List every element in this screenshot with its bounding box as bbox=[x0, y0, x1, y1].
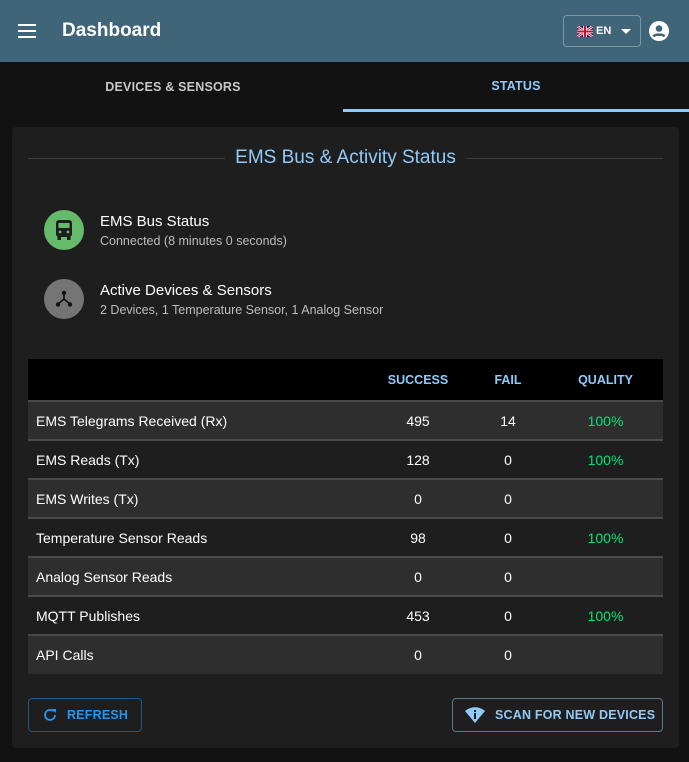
bus-icon bbox=[44, 210, 84, 250]
table-row: EMS Writes (Tx) 0 0 bbox=[28, 478, 663, 518]
row-fail: 0 bbox=[468, 439, 548, 479]
row-quality: 100% bbox=[548, 400, 663, 440]
row-fail: 0 bbox=[468, 478, 548, 518]
card-title: EMS Bus & Activity Status bbox=[28, 147, 664, 169]
refresh-button[interactable]: REFRESH bbox=[28, 698, 142, 732]
active-devices-item: Active Devices & Sensors 2 Devices, 1 Te… bbox=[44, 279, 383, 319]
menu-icon[interactable] bbox=[18, 24, 36, 38]
row-quality: 100% bbox=[548, 517, 663, 557]
col-fail: FAIL bbox=[494, 372, 522, 387]
row-success: 0 bbox=[368, 478, 468, 518]
table-row: EMS Reads (Tx) 128 0 100% bbox=[28, 439, 663, 479]
row-quality: 100% bbox=[548, 439, 663, 479]
bus-status-title: EMS Bus Status bbox=[100, 212, 210, 230]
bus-status-value: Connected (8 minutes 0 seconds) bbox=[100, 233, 287, 248]
scan-devices-button[interactable]: SCAN FOR NEW DEVICES bbox=[452, 698, 663, 732]
row-quality: 100% bbox=[548, 595, 663, 635]
scan-label: SCAN FOR NEW DEVICES bbox=[495, 708, 656, 722]
row-quality bbox=[548, 478, 663, 518]
row-fail: 14 bbox=[468, 400, 548, 440]
divider bbox=[28, 157, 226, 159]
row-name: API Calls bbox=[28, 634, 368, 674]
row-success: 495 bbox=[368, 400, 468, 440]
row-success: 98 bbox=[368, 517, 468, 557]
scan-wifi-info-icon bbox=[465, 707, 485, 723]
row-fail: 0 bbox=[468, 634, 548, 674]
col-name bbox=[28, 359, 368, 401]
row-fail: 0 bbox=[468, 517, 548, 557]
refresh-label: REFRESH bbox=[67, 708, 129, 722]
divider bbox=[465, 157, 664, 159]
table-row: Temperature Sensor Reads 98 0 100% bbox=[28, 517, 663, 557]
row-success: 0 bbox=[368, 634, 468, 674]
chevron-down-icon bbox=[621, 28, 632, 34]
status-card: EMS Bus & Activity Status EMS Bus Status… bbox=[12, 127, 679, 748]
row-name: EMS Writes (Tx) bbox=[28, 478, 368, 518]
row-name: EMS Telegrams Received (Rx) bbox=[28, 400, 368, 440]
uk-flag-icon bbox=[577, 25, 593, 37]
row-name: MQTT Publishes bbox=[28, 595, 368, 635]
account-icon[interactable] bbox=[649, 21, 669, 41]
refresh-icon bbox=[44, 709, 56, 721]
row-name: EMS Reads (Tx) bbox=[28, 439, 368, 479]
hub-icon bbox=[44, 279, 84, 319]
row-quality bbox=[548, 556, 663, 596]
table-row: Analog Sensor Reads 0 0 bbox=[28, 556, 663, 596]
row-name: Analog Sensor Reads bbox=[28, 556, 368, 596]
col-success: SUCCESS bbox=[387, 372, 449, 387]
stats-table: SUCCESS FAIL QUALITY EMS Telegrams Recei… bbox=[28, 359, 663, 674]
table-row: MQTT Publishes 453 0 100% bbox=[28, 595, 663, 635]
language-select[interactable]: EN bbox=[563, 15, 641, 47]
page-title: Dashboard bbox=[62, 20, 162, 41]
row-success: 453 bbox=[368, 595, 468, 635]
card-title-text: EMS Bus & Activity Status bbox=[235, 147, 456, 168]
tab-devices-sensors[interactable]: DEVICES & SENSORS bbox=[105, 80, 241, 94]
table-header: SUCCESS FAIL QUALITY bbox=[28, 359, 663, 401]
row-name: Temperature Sensor Reads bbox=[28, 517, 368, 557]
row-fail: 0 bbox=[468, 595, 548, 635]
table-row: API Calls 0 0 bbox=[28, 634, 663, 674]
row-quality bbox=[548, 634, 663, 674]
app-bar: Dashboard EN bbox=[0, 0, 689, 62]
row-fail: 0 bbox=[468, 556, 548, 596]
ems-bus-status-item: EMS Bus Status Connected (8 minutes 0 se… bbox=[44, 210, 287, 250]
tab-status[interactable]: STATUS bbox=[343, 62, 689, 112]
tab-bar: DEVICES & SENSORS STATUS bbox=[0, 62, 689, 112]
active-devices-summary: 2 Devices, 1 Temperature Sensor, 1 Analo… bbox=[100, 302, 384, 317]
row-success: 128 bbox=[368, 439, 468, 479]
table-row: EMS Telegrams Received (Rx) 495 14 100% bbox=[28, 400, 663, 440]
language-label: EN bbox=[596, 25, 612, 37]
active-devices-title: Active Devices & Sensors bbox=[100, 281, 272, 299]
row-success: 0 bbox=[368, 556, 468, 596]
col-quality: QUALITY bbox=[578, 372, 633, 387]
